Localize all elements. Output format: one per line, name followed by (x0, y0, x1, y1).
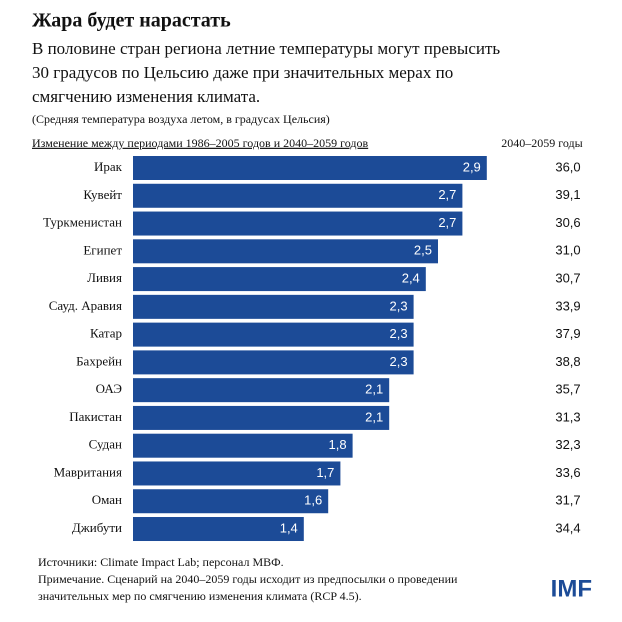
category-label: Бахрейн (76, 353, 122, 368)
column-value: 36,0 (555, 159, 580, 174)
category-label: Мавритания (54, 464, 122, 479)
subtitle: смягчению изменения климата. (32, 87, 260, 106)
column-value: 31,7 (555, 493, 580, 508)
value-label: 2,7 (438, 187, 456, 202)
column-value: 31,0 (555, 243, 580, 258)
value-label: 2,1 (365, 409, 383, 424)
bar (133, 211, 463, 236)
footer: Источники: Climate Impact Lab; персонал … (38, 555, 284, 569)
footer: Примечание. Сценарий на 2040–2059 годы и… (38, 572, 458, 586)
bar (133, 461, 341, 486)
value-label: 2,9 (463, 159, 481, 174)
category-label: Судан (89, 437, 122, 452)
category-label: Ирак (94, 159, 123, 174)
column-value: 33,6 (555, 465, 580, 480)
bar (133, 322, 414, 347)
category-label: Сауд. Аравия (49, 298, 122, 313)
category-label: Оман (92, 492, 122, 507)
value-label: 2,3 (390, 354, 408, 369)
subtitle: В половине стран региона летние температ… (32, 39, 500, 58)
column-value: 30,7 (555, 271, 580, 286)
value-label: 2,3 (390, 298, 408, 313)
value-label: 1,4 (280, 520, 298, 535)
column-value: 37,9 (555, 326, 580, 341)
value-label: 1,6 (304, 493, 322, 508)
column-value: 33,9 (555, 298, 580, 313)
bar (133, 239, 438, 264)
value-label: 2,5 (414, 243, 432, 258)
bar (133, 378, 390, 403)
footer: значительных мер по смягчению изменения … (38, 589, 362, 603)
bar (133, 489, 329, 514)
value-label: 2,7 (438, 215, 456, 230)
column-value: 35,7 (555, 382, 580, 397)
value-label: 2,3 (390, 326, 408, 341)
note: (Средняя температура воздуха летом, в гр… (32, 112, 330, 126)
category-label: Кувейт (83, 187, 122, 202)
column-value: 31,3 (555, 409, 580, 424)
bar (133, 517, 304, 542)
column-value: 32,3 (555, 437, 580, 452)
bar (133, 294, 414, 319)
column-value: 30,6 (555, 215, 580, 230)
bar-header: Изменение между периодами 1986–2005 годо… (32, 136, 369, 150)
value-label: 2,4 (402, 271, 420, 286)
bar (133, 183, 463, 208)
subtitle: 30 градусов по Цельсию даже при значител… (32, 63, 453, 82)
category-label: Ливия (87, 270, 122, 285)
category-label: Катар (90, 326, 122, 341)
logo: IMF (551, 575, 592, 602)
column-value: 38,8 (555, 354, 580, 369)
bar (133, 405, 390, 430)
category-label: Пакистан (69, 409, 122, 424)
value-label: 2,1 (365, 382, 383, 397)
value-label: 1,8 (329, 437, 347, 452)
bar (133, 350, 414, 375)
chart-title: Жара будет нарастать (32, 10, 231, 32)
category-label: Джибути (72, 520, 122, 535)
category-label: ОАЭ (96, 381, 123, 396)
column-header: 2040–2059 годы (501, 136, 582, 150)
bar (133, 433, 353, 458)
category-label: Туркменистан (43, 215, 122, 230)
category-label: Египет (83, 242, 122, 257)
value-label: 1,7 (316, 465, 334, 480)
column-value: 39,1 (555, 187, 580, 202)
bar (133, 267, 426, 292)
bar (133, 156, 487, 180)
column-value: 34,4 (555, 520, 580, 535)
